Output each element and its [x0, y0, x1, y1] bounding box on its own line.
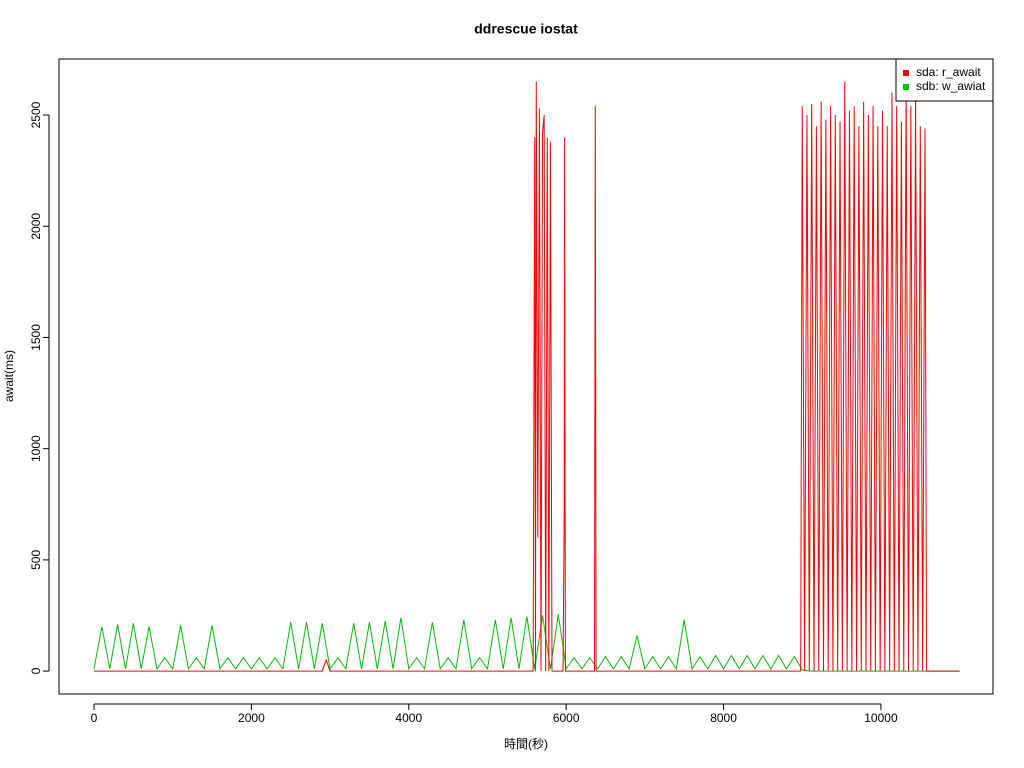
data-line [93, 614, 960, 672]
y-tick-label: 500 [29, 550, 43, 570]
y-tick-label: 2000 [29, 213, 43, 240]
y-tick-label: 2500 [29, 101, 43, 128]
y-axis-label: await(ms) [2, 350, 16, 402]
x-axis-label: 時間(秒) [504, 737, 548, 751]
y-tick-label: 1000 [29, 435, 43, 462]
legend-label: sdb: w_awiat [916, 79, 986, 93]
x-tick-label: 10000 [864, 711, 898, 725]
y-tick-label: 1500 [29, 324, 43, 351]
legend-box [895, 58, 994, 102]
y-tick-label: 0 [29, 667, 43, 674]
legend-label: sda: r_await [916, 65, 981, 79]
x-tick-label: 8000 [710, 711, 737, 725]
data-line [94, 81, 960, 672]
x-tick-label: 6000 [553, 711, 580, 725]
x-tick-label: 4000 [395, 711, 422, 725]
chart-title: ddrescue iostat [474, 21, 578, 37]
legend-swatch [903, 84, 909, 90]
plot-frame [58, 58, 994, 695]
x-tick-label: 0 [91, 711, 98, 725]
plot-area [93, 81, 960, 672]
x-tick-label: 2000 [238, 711, 265, 725]
legend-swatch [903, 70, 909, 76]
